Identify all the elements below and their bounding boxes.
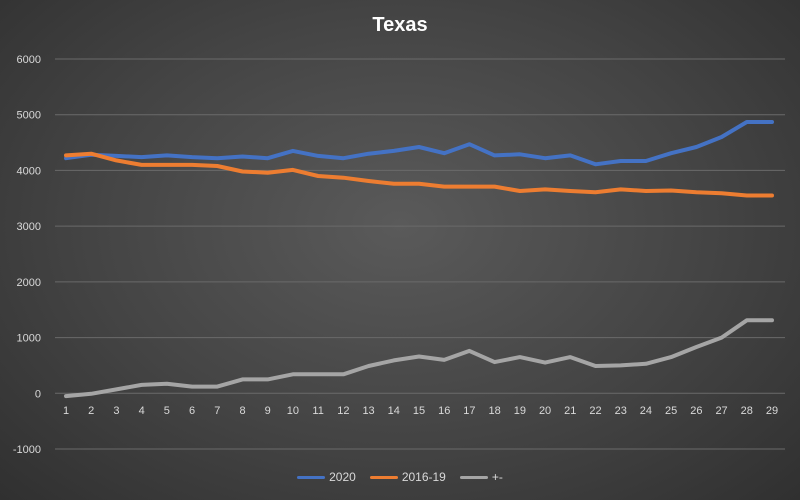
x-tick-label: 8 bbox=[239, 405, 245, 417]
y-tick-label: 4000 bbox=[17, 165, 41, 177]
x-tick-label: 5 bbox=[164, 405, 170, 417]
y-tick-label: 6000 bbox=[17, 54, 41, 66]
x-tick-label: 11 bbox=[312, 405, 323, 417]
legend-swatch bbox=[459, 475, 488, 479]
x-tick-label: 26 bbox=[690, 405, 702, 417]
x-tick-label: 1 bbox=[63, 405, 69, 417]
legend-label: 2016-19 bbox=[401, 470, 446, 484]
y-tick-label: 3000 bbox=[17, 221, 41, 233]
x-tick-label: 20 bbox=[539, 405, 551, 417]
legend-item: +- bbox=[459, 470, 503, 484]
legend-item: 2020 bbox=[297, 470, 356, 484]
series-line bbox=[64, 151, 774, 198]
x-tick-label: 3 bbox=[113, 405, 119, 417]
x-tick-label: 15 bbox=[413, 405, 425, 417]
y-tick-label: 0 bbox=[35, 388, 41, 400]
x-tick-label: 18 bbox=[489, 405, 501, 417]
x-tick-label: 19 bbox=[514, 405, 526, 417]
x-tick-label: 2 bbox=[88, 405, 94, 417]
x-tick-label: 4 bbox=[139, 405, 145, 417]
x-tick-label: 27 bbox=[715, 405, 727, 417]
y-tick-label: 1000 bbox=[17, 333, 41, 345]
y-tick-label: -1000 bbox=[13, 444, 41, 456]
x-tick-label: 7 bbox=[214, 405, 220, 417]
y-tick-label: 2000 bbox=[17, 277, 41, 289]
legend-label: 2020 bbox=[329, 470, 356, 484]
x-tick-label: 29 bbox=[766, 405, 778, 417]
y-tick-label: 5000 bbox=[17, 110, 41, 122]
x-tick-label: 22 bbox=[589, 405, 601, 417]
x-tick-label: 17 bbox=[463, 405, 475, 417]
x-tick-label: 21 bbox=[564, 405, 576, 417]
x-tick-label: 6 bbox=[189, 405, 195, 417]
legend-swatch bbox=[369, 475, 398, 479]
legend-label: +- bbox=[491, 470, 503, 484]
legend-swatch bbox=[297, 475, 326, 479]
x-tick-label: 16 bbox=[438, 405, 450, 417]
x-tick-label: 14 bbox=[388, 405, 400, 417]
chart-legend: 2020 2016-19 +- bbox=[0, 470, 800, 484]
series-line bbox=[64, 318, 774, 399]
series-line bbox=[64, 120, 774, 167]
x-tick-label: 28 bbox=[741, 405, 753, 417]
x-tick-label: 23 bbox=[615, 405, 627, 417]
x-tick-label: 24 bbox=[640, 405, 652, 417]
x-tick-label: 12 bbox=[337, 405, 349, 417]
x-tick-label: 9 bbox=[265, 405, 271, 417]
x-tick-label: 13 bbox=[362, 405, 374, 417]
x-tick-label: 10 bbox=[287, 405, 299, 417]
legend-item: 2016-19 bbox=[369, 470, 446, 484]
chart-title: Texas bbox=[372, 14, 428, 36]
x-tick-label: 25 bbox=[665, 405, 677, 417]
